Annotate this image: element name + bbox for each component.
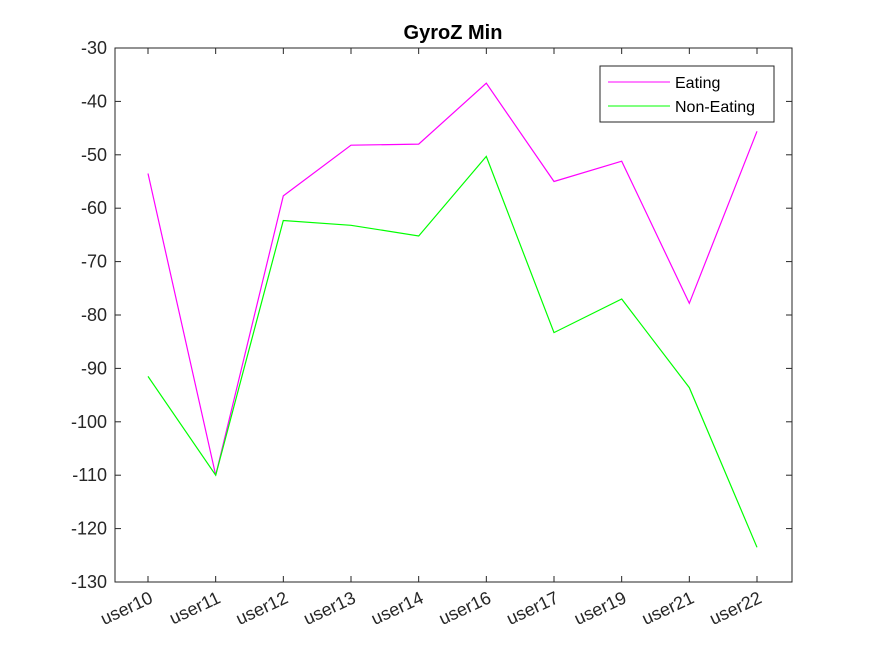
y-tick-label: -100 (71, 412, 107, 432)
x-tick-label: user17 (503, 587, 561, 628)
legend-label-non-eating: Non-Eating (675, 99, 755, 116)
y-tick-label: -70 (81, 252, 107, 272)
series-line-non-eating (147, 155, 758, 548)
y-tick-label: -130 (71, 572, 107, 592)
x-tick-label: user13 (300, 587, 358, 628)
x-tick-label: user11 (166, 587, 223, 628)
y-tick-label: -60 (81, 198, 107, 218)
x-tick-label: user10 (97, 587, 155, 628)
y-axis: -30 -40 -50 -60 -70 -80 -90 -100 -110 -120 -130 (71, 38, 792, 592)
x-tick-label: user19 (571, 587, 629, 628)
y-tick-label: -90 (81, 358, 107, 378)
plot-area (114, 47, 793, 583)
y-tick-label: -80 (81, 305, 107, 325)
y-tick-label: -120 (71, 519, 107, 539)
y-tick-label: -40 (81, 91, 107, 111)
y-tick-label: -50 (81, 145, 107, 165)
y-tick-label: -30 (81, 38, 107, 58)
legend: Eating Non-Eating (599, 65, 775, 123)
legend-label-eating: Eating (675, 75, 720, 92)
x-tick-label: user22 (706, 587, 764, 628)
series-line-eating (147, 82, 758, 476)
x-tick-label: user16 (436, 587, 494, 628)
chart-title: GyroZ Min (404, 22, 503, 44)
x-tick-label: user14 (368, 587, 426, 628)
x-tick-label: user21 (639, 587, 697, 628)
x-tick-label: user12 (233, 587, 291, 628)
legend-box (599, 65, 775, 123)
series-group (147, 82, 758, 548)
y-tick-label: -110 (72, 465, 107, 485)
